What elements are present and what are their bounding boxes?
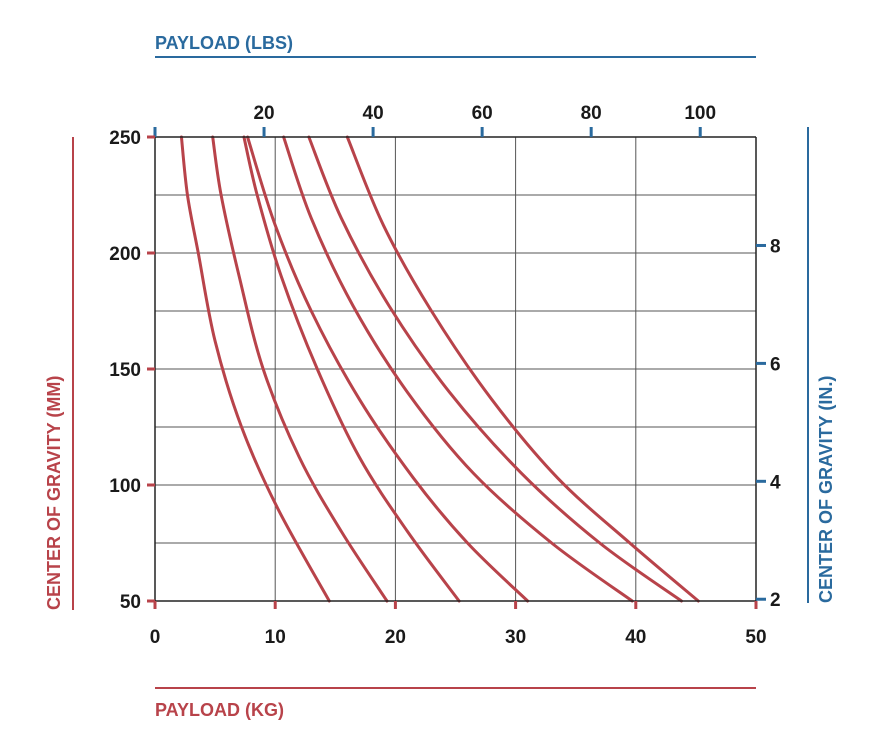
y-left-tick-label: 50 xyxy=(120,592,141,613)
series-line-2 xyxy=(211,135,389,603)
x-bottom-tick-label: 0 xyxy=(150,627,161,648)
x-bottom-tick-label: 10 xyxy=(265,627,286,648)
x-bottom-tick-label: 40 xyxy=(625,627,646,648)
series-lines xyxy=(179,135,700,603)
y-left-tick-label: 150 xyxy=(109,360,141,381)
x-bottom-tick-label: 20 xyxy=(385,627,406,648)
y-right-tick-label: 8 xyxy=(770,236,781,257)
axes: 0 10 20 30 40 50 20 40 60 80 100 50 100 150 200 250 2 4 6 8 xyxy=(109,103,781,648)
x-top-tick-label: 60 xyxy=(472,103,493,124)
y-right-axis-title: CENTER OF GRAVITY (IN.) xyxy=(816,376,836,603)
series-line-4 xyxy=(246,135,530,603)
x-top-axis-title: PAYLOAD (LBS) xyxy=(155,33,293,53)
x-top-tick-label: 80 xyxy=(581,103,602,124)
series-line-5 xyxy=(282,135,634,603)
x-bottom-axis-title: PAYLOAD (KG) xyxy=(155,700,284,720)
x-top-tick-label: 100 xyxy=(684,103,716,124)
x-bottom-tick-label: 50 xyxy=(745,627,766,648)
y-left-tick-label: 200 xyxy=(109,244,141,265)
series-line-7 xyxy=(345,135,700,603)
series-line-6 xyxy=(307,135,683,603)
y-left-tick-label: 250 xyxy=(109,128,141,149)
x-top-tick-label: 20 xyxy=(253,103,274,124)
x-bottom-tick-label: 30 xyxy=(505,627,526,648)
y-right-tick-label: 4 xyxy=(770,472,781,493)
y-left-axis-title: CENTER OF GRAVITY (MM) xyxy=(44,376,64,610)
series-line-3 xyxy=(242,135,461,603)
y-left-tick-label: 100 xyxy=(109,476,141,497)
y-right-tick-label: 6 xyxy=(770,354,781,375)
y-right-tick-label: 2 xyxy=(770,590,781,611)
x-top-tick-label: 40 xyxy=(363,103,384,124)
series-line-1 xyxy=(179,135,331,603)
